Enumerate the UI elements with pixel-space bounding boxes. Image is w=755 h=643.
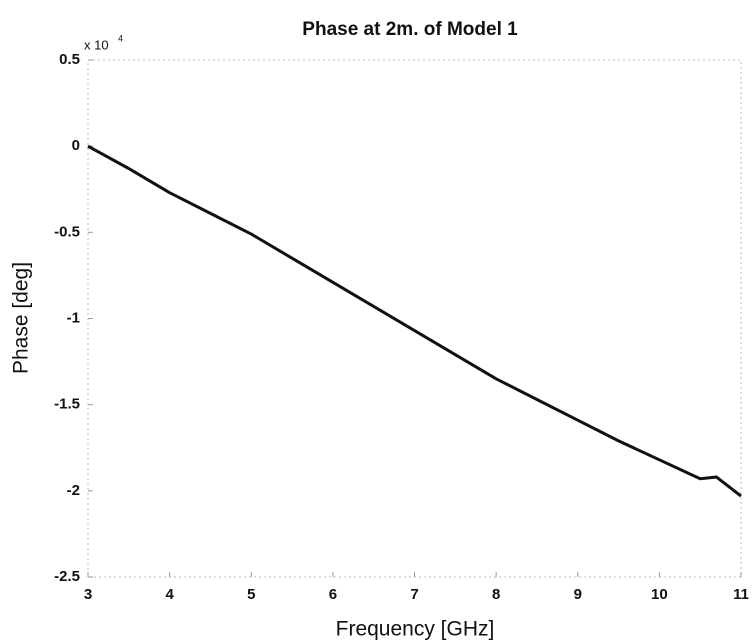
x-tick-label: 10 [651, 586, 668, 603]
y-multiplier: x 10 [84, 37, 109, 52]
x-axis-label: Frequency [GHz] [336, 618, 495, 641]
x-tick-label: 3 [84, 586, 92, 603]
x-tick-label: 4 [165, 586, 174, 603]
y-tick-label: -1.5 [54, 396, 80, 413]
y-tick-label: -2.5 [54, 568, 80, 585]
plot-frame [87, 59, 742, 578]
chart-title: Phase at 2m. of Model 1 [302, 19, 518, 40]
y-tick-label: -1 [67, 309, 80, 326]
y-multiplier-exponent: 4 [118, 33, 123, 43]
y-tick-label: -2 [67, 482, 80, 499]
x-tick-label: 9 [574, 586, 582, 603]
y-tick-label: -0.5 [54, 223, 80, 240]
x-tick-label: 5 [247, 586, 255, 603]
data-line [87, 144, 742, 498]
x-tick-label: 11 [733, 586, 749, 603]
x-tick-label: 8 [492, 586, 500, 603]
y-axis-label: Phase [deg] [10, 262, 33, 374]
x-tick-label: 7 [410, 586, 418, 603]
x-tick-label: 6 [329, 586, 337, 603]
y-tick-label: 0 [72, 137, 80, 154]
y-tick-label: 0.5 [59, 51, 80, 68]
